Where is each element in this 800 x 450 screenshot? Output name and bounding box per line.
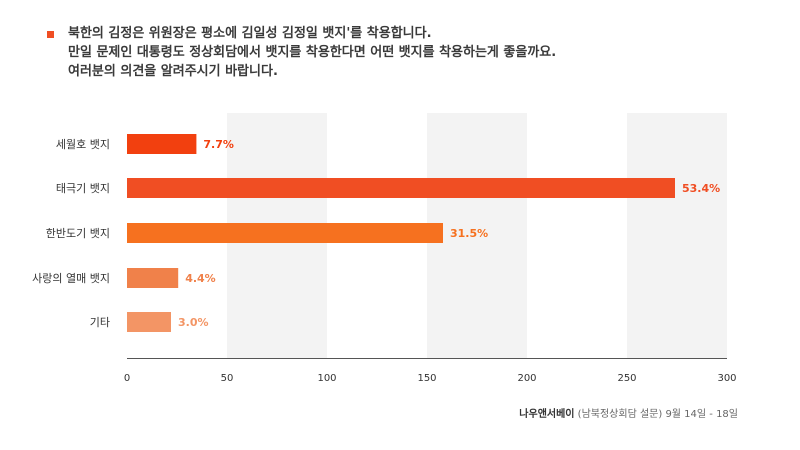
bar bbox=[127, 134, 197, 154]
background-band bbox=[627, 113, 727, 358]
x-tick-label: 100 bbox=[317, 373, 336, 384]
source-credit: 나우앤서베이 (남북정상회담 설문) 9월 14일 - 18일 bbox=[519, 405, 738, 420]
category-label: 태극기 뱃지 bbox=[56, 182, 110, 195]
x-axis-ticks: 0 50 100 150 200 250 300 bbox=[124, 373, 737, 384]
question-line-1: 북한의 김정은 위원장은 평소에 김일성 김정일 뱃지'를 착용합니다. bbox=[68, 26, 432, 41]
value-labels: 7.7% 53.4% 31.5% 4.4% 3.0% bbox=[178, 138, 720, 329]
x-tick-label: 150 bbox=[417, 373, 436, 384]
bar bbox=[127, 178, 675, 198]
bar bbox=[127, 223, 443, 243]
question-line-2: 만일 문제인 대통령도 정상회담에서 뱃지를 착용한다면 어떤 뱃지를 착용하는… bbox=[68, 45, 557, 60]
question-bullet-icon bbox=[47, 31, 54, 38]
x-tick-label: 50 bbox=[221, 373, 234, 384]
category-label: 세월호 뱃지 bbox=[56, 138, 110, 151]
background-band bbox=[427, 113, 527, 358]
x-tick-label: 250 bbox=[617, 373, 636, 384]
x-tick-label: 200 bbox=[517, 373, 536, 384]
source-org: 나우앤서베이 bbox=[519, 409, 575, 420]
chart-bars bbox=[127, 134, 675, 332]
category-label: 한반도기 뱃지 bbox=[46, 227, 110, 240]
bar bbox=[127, 312, 171, 332]
chart-background-bands bbox=[227, 113, 727, 358]
category-label: 기타 bbox=[90, 316, 110, 329]
category-label: 사랑의 열매 뱃지 bbox=[32, 272, 110, 285]
question-line-3: 여러분의 의견을 알려주시기 바랍니다. bbox=[68, 64, 278, 79]
value-label: 53.4% bbox=[682, 182, 720, 195]
value-label: 7.7% bbox=[203, 138, 234, 151]
value-label: 4.4% bbox=[185, 272, 216, 285]
source-detail: (남북정상회담 설문) 9월 14일 - 18일 bbox=[574, 409, 738, 420]
value-label: 31.5% bbox=[450, 227, 488, 240]
x-tick-label: 0 bbox=[124, 373, 130, 384]
bar bbox=[127, 268, 179, 288]
x-tick-label: 300 bbox=[717, 373, 736, 384]
value-label: 3.0% bbox=[178, 316, 209, 329]
survey-question: 북한의 김정은 위원장은 평소에 김일성 김정일 뱃지'를 착용합니다. 만일 … bbox=[47, 24, 767, 81]
